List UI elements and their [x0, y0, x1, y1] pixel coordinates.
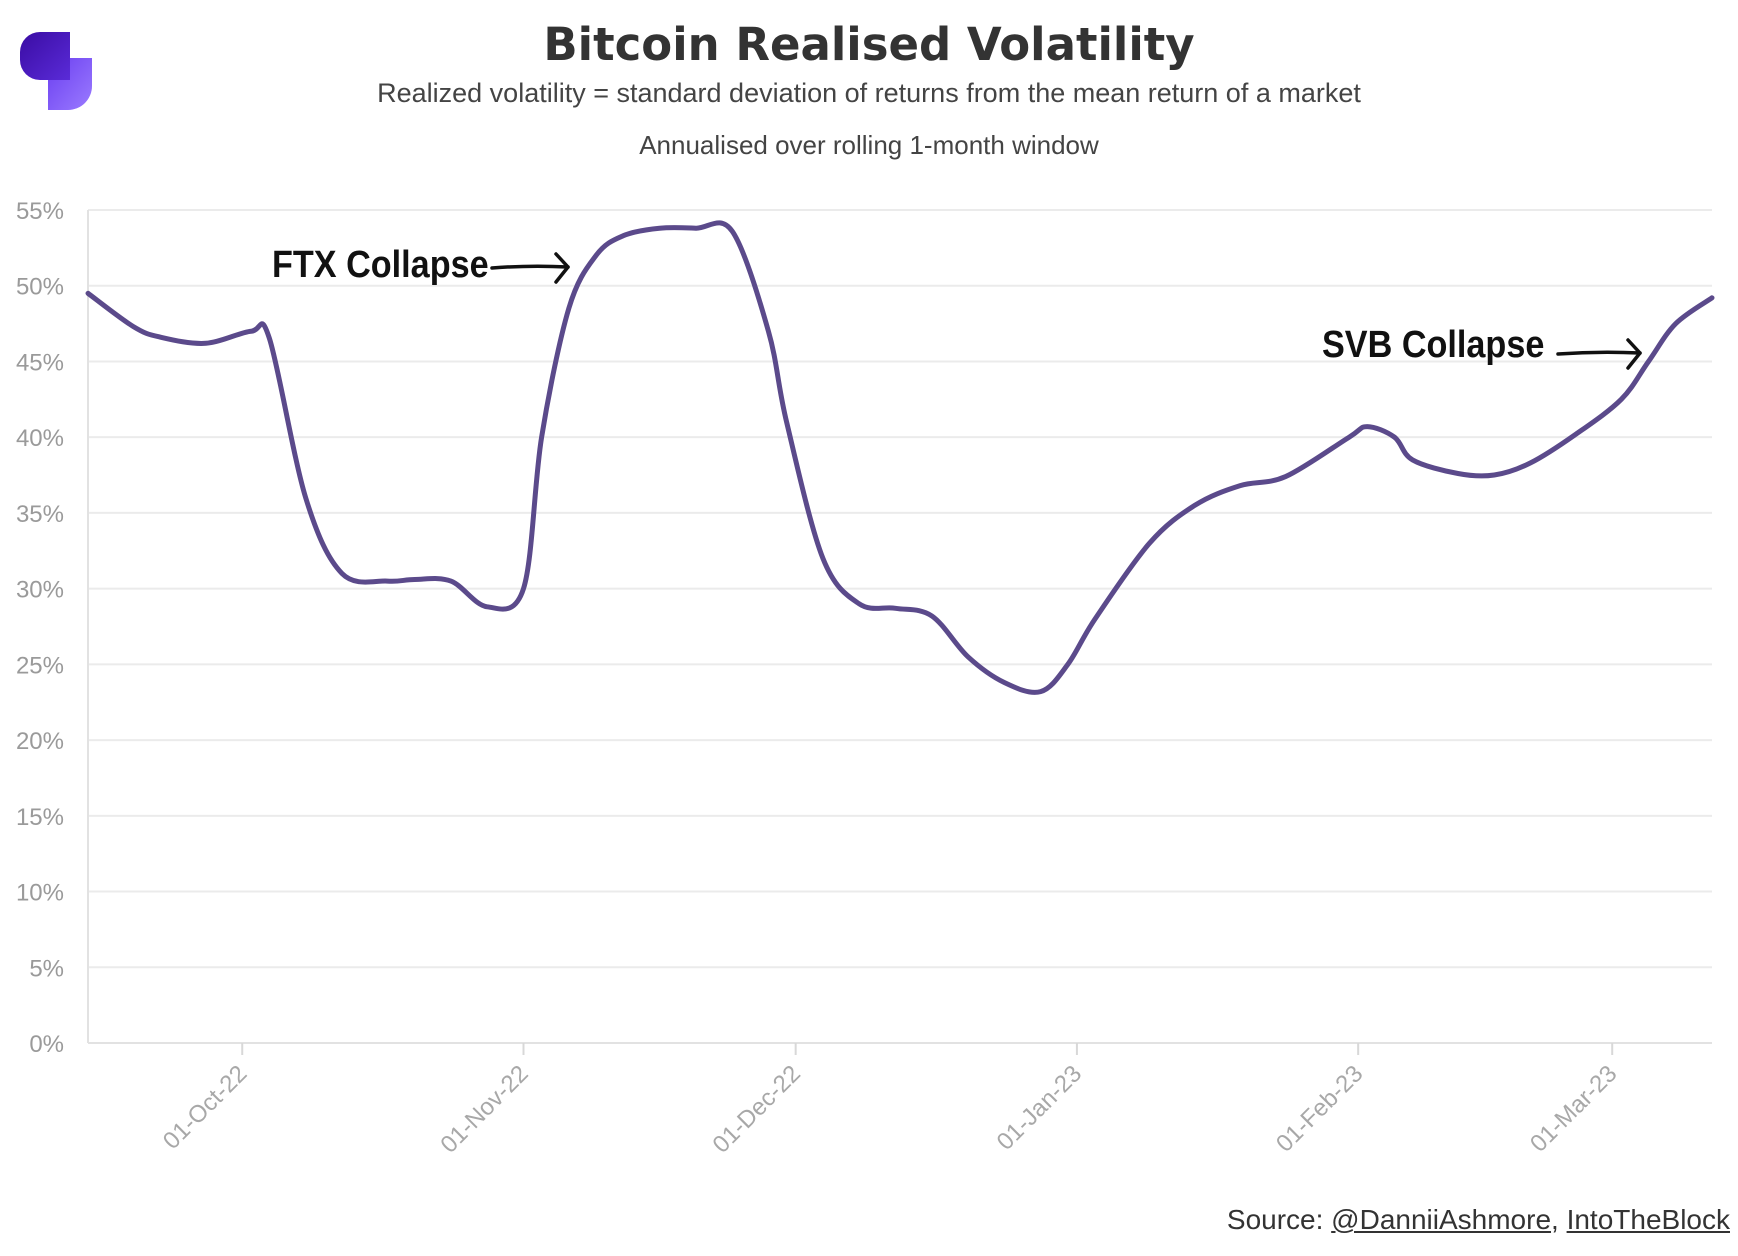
x-tick-label: 01-Dec-22 [708, 1060, 806, 1158]
ftx-arrow-icon-head [554, 252, 570, 284]
ftx-collapse-annotation: FTX Collapse [272, 244, 489, 286]
y-tick-label: 25% [16, 652, 64, 679]
y-tick-label: 35% [16, 501, 64, 528]
x-tick-label: 01-Feb-23 [1271, 1060, 1368, 1157]
source-separator: , [1551, 1204, 1567, 1235]
x-tick-label: 01-Nov-22 [435, 1060, 533, 1158]
y-tick-label: 40% [16, 425, 64, 452]
y-tick-label: 45% [16, 349, 64, 376]
y-tick-label: 0% [29, 1031, 64, 1058]
chart-title: Bitcoin Realised Volatility [543, 18, 1195, 71]
source-credit: Source: @DanniiAshmore, IntoTheBlock [1227, 1204, 1730, 1236]
ftx-arrow-icon [490, 264, 570, 270]
y-tick-label: 55% [16, 198, 64, 225]
y-tick-label: 10% [16, 880, 64, 907]
brand-logo-icon [20, 32, 92, 110]
chart-subtitle-window: Annualised over rolling 1-month window [639, 130, 1099, 160]
volatility-line [85, 220, 1715, 695]
svb-arrow-icon [1556, 350, 1642, 356]
source-provider-link[interactable]: IntoTheBlock [1566, 1204, 1730, 1235]
y-tick-label: 30% [16, 577, 64, 604]
y-tick-label: 20% [16, 728, 64, 755]
y-tick-label: 50% [16, 274, 64, 301]
x-tick-label: 01-Mar-23 [1525, 1060, 1622, 1157]
chart-subtitle: Realized volatility = standard deviation… [377, 78, 1361, 108]
x-tick-label: 01-Jan-23 [992, 1060, 1088, 1156]
source-prefix: Source: [1226, 1204, 1332, 1235]
y-tick-label: 5% [29, 955, 64, 982]
y-tick-label: 15% [16, 804, 64, 831]
svb-collapse-annotation: SVB Collapse [1322, 324, 1545, 366]
source-author-link[interactable]: @DanniiAshmore [1331, 1204, 1552, 1235]
x-tick-label: 01-Oct-22 [158, 1060, 253, 1155]
svb-arrow-icon-head [1626, 338, 1642, 370]
